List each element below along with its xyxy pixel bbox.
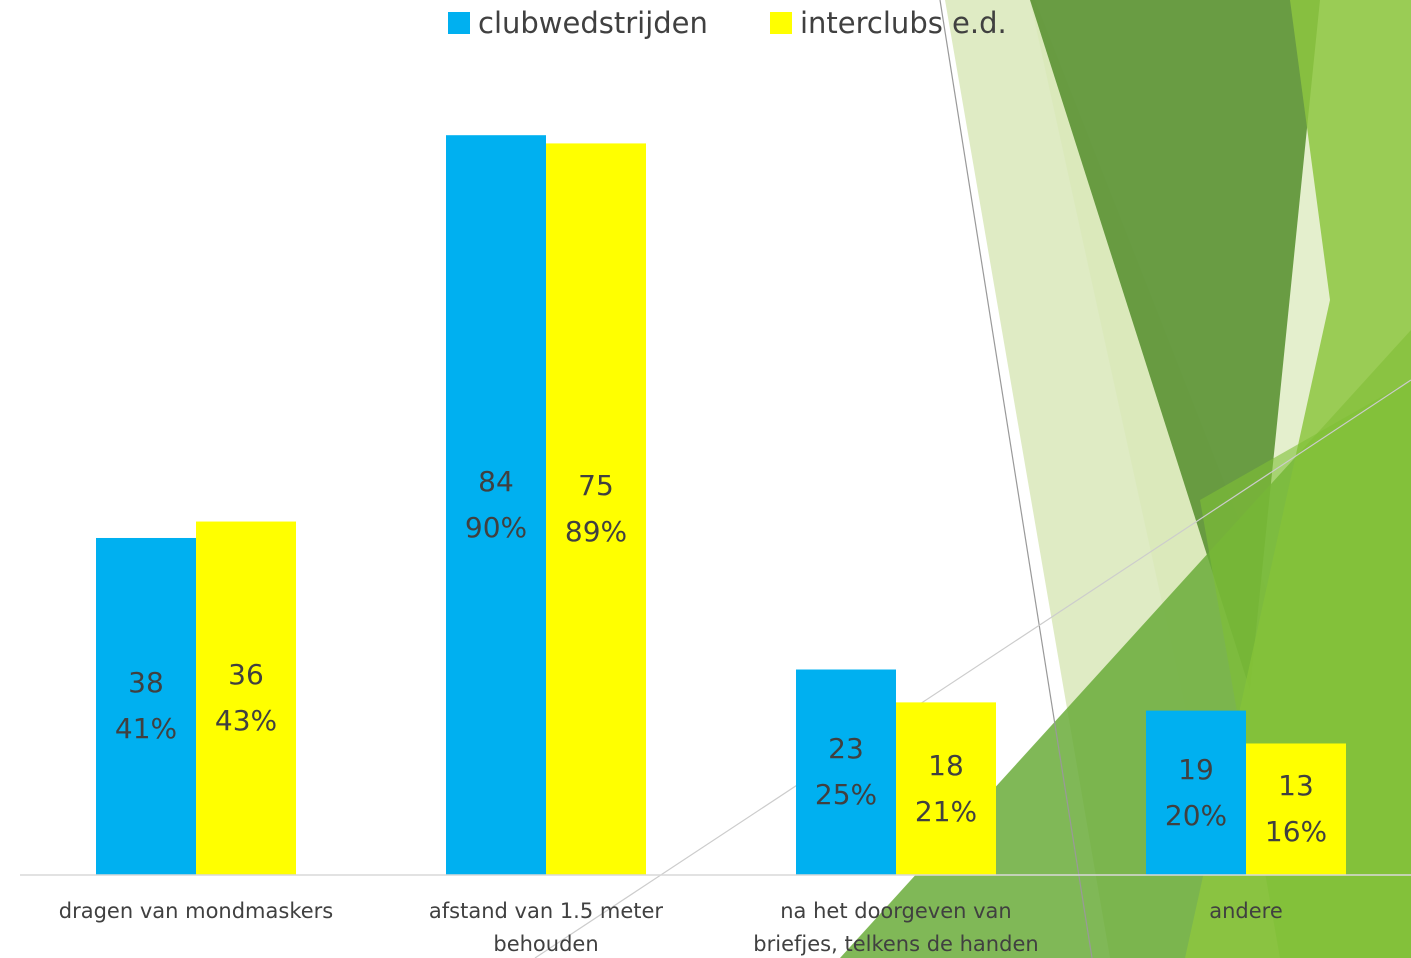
- percent-label: 25%: [814, 778, 878, 812]
- count-label: 23: [828, 732, 864, 766]
- data-label: 36 43%: [196, 652, 296, 744]
- count-label: 38: [128, 666, 164, 700]
- percent-label: 89%: [564, 515, 628, 549]
- data-label: 38 41%: [96, 660, 196, 752]
- data-label: 75 89%: [546, 463, 646, 555]
- data-label: 84 90%: [446, 459, 546, 551]
- x-tick-label: andere: [1209, 899, 1283, 923]
- percent-label: 20%: [1164, 798, 1228, 832]
- data-label: 19 20%: [1146, 747, 1246, 839]
- legend-swatch: [448, 12, 470, 34]
- percent-label: 43%: [214, 704, 278, 738]
- legend-label: clubwedstrijden: [478, 6, 708, 40]
- data-label: 13 16%: [1246, 763, 1346, 855]
- count-label: 18: [928, 748, 964, 782]
- count-label: 84: [478, 465, 514, 499]
- count-label: 36: [228, 658, 264, 692]
- bar: [796, 669, 896, 875]
- bar: [1246, 743, 1346, 875]
- count-label: 13: [1278, 769, 1314, 803]
- legend-item: clubwedstrijden: [448, 6, 708, 40]
- legend-swatch: [770, 12, 792, 34]
- x-tick-label: na het doorgeven van briefjes, telkens d…: [753, 899, 1039, 956]
- count-label: 75: [578, 469, 614, 503]
- percent-label: 90%: [464, 511, 528, 545]
- bar: [1146, 710, 1246, 875]
- count-label: 19: [1178, 752, 1214, 786]
- x-tick-label: dragen van mondmaskers: [58, 899, 334, 923]
- percent-label: 41%: [114, 712, 178, 746]
- bar: [196, 521, 296, 875]
- bar: [546, 143, 646, 876]
- x-tick-label: afstand van 1.5 meter behouden: [428, 899, 664, 956]
- percent-label: 21%: [914, 794, 978, 828]
- legend-item: interclubs e.d.: [770, 6, 1007, 40]
- bar: [896, 702, 996, 875]
- legend-label: interclubs e.d.: [800, 6, 1007, 40]
- bar: [446, 135, 546, 875]
- data-label: 23 25%: [796, 726, 896, 818]
- data-label: 18 21%: [896, 743, 996, 835]
- bar: [96, 537, 196, 875]
- percent-label: 16%: [1264, 815, 1328, 849]
